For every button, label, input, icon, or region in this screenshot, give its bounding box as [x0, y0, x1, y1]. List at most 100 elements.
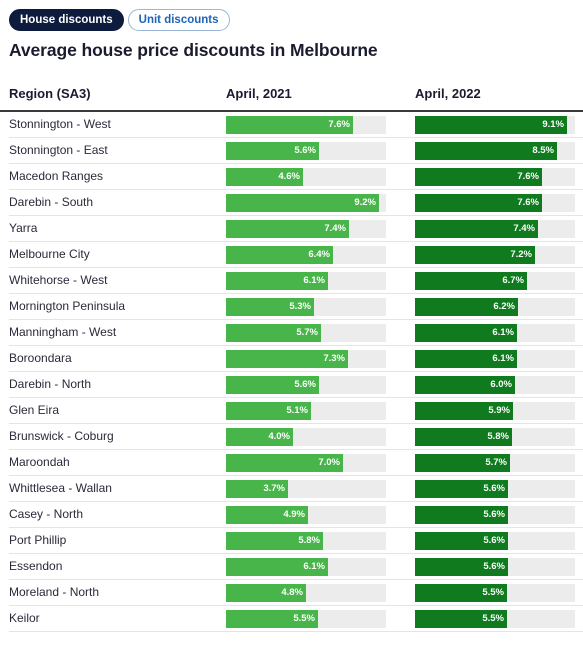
- table-row: Stonnington - East 5.6% 8.5%: [0, 138, 583, 164]
- table-row: Brunswick - Coburg 4.0% 5.8%: [0, 424, 583, 450]
- region-label: Melbourne City: [9, 247, 90, 261]
- bar-2021: 4.9%: [226, 506, 308, 524]
- value-label: 5.7%: [296, 327, 318, 338]
- bar-2021: 4.0%: [226, 428, 293, 446]
- region-label: Manningham - West: [9, 325, 117, 339]
- region-label: Yarra: [9, 221, 38, 235]
- column-header-region: Region (SA3): [9, 86, 91, 101]
- bar-2022: 6.0%: [415, 376, 515, 394]
- region-label: Stonnington - East: [9, 143, 108, 157]
- value-label: 5.6%: [294, 145, 316, 156]
- bar-2022: 6.7%: [415, 272, 527, 290]
- table-row: Whittlesea - Wallan 3.7% 5.6%: [0, 476, 583, 502]
- column-header-2021: April, 2021: [226, 86, 292, 101]
- bar-track: 5.5%: [226, 610, 386, 628]
- bar-2021: 4.6%: [226, 168, 303, 186]
- bar-2021: 5.8%: [226, 532, 323, 550]
- bar-track: 5.6%: [226, 376, 386, 394]
- region-label: Darebin - North: [9, 377, 92, 391]
- value-label: 5.6%: [483, 561, 505, 572]
- tab-unit-discounts[interactable]: Unit discounts: [127, 9, 230, 31]
- bar-track: 9.1%: [415, 116, 575, 134]
- column-header-2022: April, 2022: [415, 86, 481, 101]
- bar-track: 7.0%: [226, 454, 386, 472]
- bar-track: 5.6%: [415, 506, 575, 524]
- region-label: Casey - North: [9, 507, 84, 521]
- bar-track: 5.9%: [415, 402, 575, 420]
- bar-2021: 5.6%: [226, 376, 319, 394]
- value-label: 5.5%: [293, 613, 315, 624]
- region-label: Macedon Ranges: [9, 169, 104, 183]
- bar-track: 3.7%: [226, 480, 386, 498]
- row-divider: [9, 553, 583, 554]
- value-label: 4.0%: [268, 431, 290, 442]
- value-label: 8.5%: [532, 145, 554, 156]
- bar-track: 5.6%: [226, 142, 386, 160]
- row-divider: [9, 319, 583, 320]
- table-row: Essendon 6.1% 5.6%: [0, 554, 583, 580]
- row-divider: [9, 345, 583, 346]
- bar-2021: 4.8%: [226, 584, 306, 602]
- table-row: Yarra 7.4% 7.4%: [0, 216, 583, 242]
- value-label: 5.6%: [294, 379, 316, 390]
- bar-2021: 6.1%: [226, 272, 328, 290]
- table-row: Mornington Peninsula 5.3% 6.2%: [0, 294, 583, 320]
- row-divider: [9, 137, 583, 138]
- value-label: 7.6%: [328, 119, 350, 130]
- table-row: Glen Eira 5.1% 5.9%: [0, 398, 583, 424]
- value-label: 3.7%: [263, 483, 285, 494]
- table-row: Maroondah 7.0% 5.7%: [0, 450, 583, 476]
- bar-track: 6.0%: [415, 376, 575, 394]
- bar-2022: 6.2%: [415, 298, 518, 316]
- bar-2021: 7.6%: [226, 116, 353, 134]
- bar-2021: 7.4%: [226, 220, 349, 238]
- row-divider: [9, 527, 583, 528]
- bar-track: 5.6%: [415, 480, 575, 498]
- value-label: 5.6%: [483, 535, 505, 546]
- bar-track: 5.1%: [226, 402, 386, 420]
- bar-track: 6.1%: [415, 324, 575, 342]
- value-label: 5.1%: [286, 405, 308, 416]
- chart-title: Average house price discounts in Melbour…: [9, 40, 378, 60]
- bar-track: 5.7%: [226, 324, 386, 342]
- row-divider: [9, 397, 583, 398]
- region-label: Maroondah: [9, 455, 70, 469]
- value-label: 6.1%: [492, 327, 514, 338]
- tab-house-discounts[interactable]: House discounts: [9, 9, 124, 31]
- region-label: Whittlesea - Wallan: [9, 481, 112, 495]
- value-label: 7.2%: [510, 249, 532, 260]
- bar-2022: 7.2%: [415, 246, 535, 264]
- value-label: 7.3%: [323, 353, 345, 364]
- bar-2022: 5.6%: [415, 480, 508, 498]
- table-row: Casey - North 4.9% 5.6%: [0, 502, 583, 528]
- value-label: 9.2%: [354, 197, 376, 208]
- row-divider: [9, 475, 583, 476]
- table-row: Melbourne City 6.4% 7.2%: [0, 242, 583, 268]
- table-row: Port Phillip 5.8% 5.6%: [0, 528, 583, 554]
- value-label: 6.0%: [490, 379, 512, 390]
- bar-2022: 6.1%: [415, 350, 517, 368]
- bar-2022: 5.8%: [415, 428, 512, 446]
- value-label: 7.4%: [324, 223, 346, 234]
- value-label: 7.6%: [517, 197, 539, 208]
- region-label: Whitehorse - West: [9, 273, 108, 287]
- table-row: Manningham - West 5.7% 6.1%: [0, 320, 583, 346]
- value-label: 7.4%: [513, 223, 535, 234]
- region-label: Glen Eira: [9, 403, 60, 417]
- table-row: Macedon Ranges 4.6% 7.6%: [0, 164, 583, 190]
- bar-2021: 5.7%: [226, 324, 321, 342]
- value-label: 7.0%: [318, 457, 340, 468]
- row-divider: [9, 293, 583, 294]
- value-label: 5.5%: [482, 587, 504, 598]
- bar-2021: 7.3%: [226, 350, 348, 368]
- header-divider: [0, 110, 583, 112]
- bar-2021: 6.1%: [226, 558, 328, 576]
- bar-2022: 5.5%: [415, 584, 507, 602]
- bar-2022: 5.9%: [415, 402, 513, 420]
- bar-2022: 5.6%: [415, 532, 508, 550]
- row-divider: [9, 501, 583, 502]
- region-label: Brunswick - Coburg: [9, 429, 114, 443]
- region-label: Port Phillip: [9, 533, 67, 547]
- bar-2022: 5.5%: [415, 610, 507, 628]
- value-label: 6.1%: [303, 561, 325, 572]
